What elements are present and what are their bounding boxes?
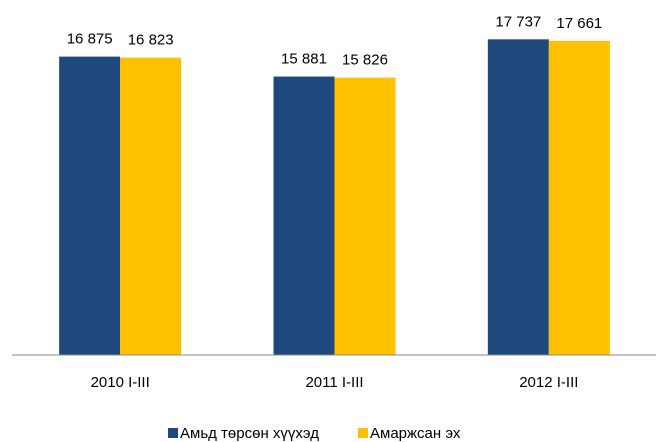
x-tick-label: 2012 I-III — [519, 374, 578, 391]
legend-label: Амьд төрсөн хүүхэд — [180, 425, 319, 442]
data-label: 15 826 — [342, 52, 388, 69]
x-tick-label: 2011 I-III — [305, 374, 363, 391]
x-tick-label: 2010 I-III — [91, 374, 150, 391]
bar — [273, 76, 335, 356]
bar — [59, 56, 121, 355]
bar — [120, 57, 182, 355]
data-label: 17 737 — [495, 13, 541, 30]
data-label: 16 823 — [128, 32, 174, 49]
bar — [487, 39, 549, 356]
data-label: 17 661 — [556, 15, 602, 32]
data-label: 16 875 — [67, 31, 113, 48]
bar — [548, 40, 610, 355]
legend-swatch — [168, 428, 178, 438]
legend-label: Амаржсан эх — [370, 425, 461, 442]
legend-swatch — [358, 428, 368, 438]
data-label: 15 881 — [281, 51, 327, 68]
bar — [334, 77, 396, 355]
